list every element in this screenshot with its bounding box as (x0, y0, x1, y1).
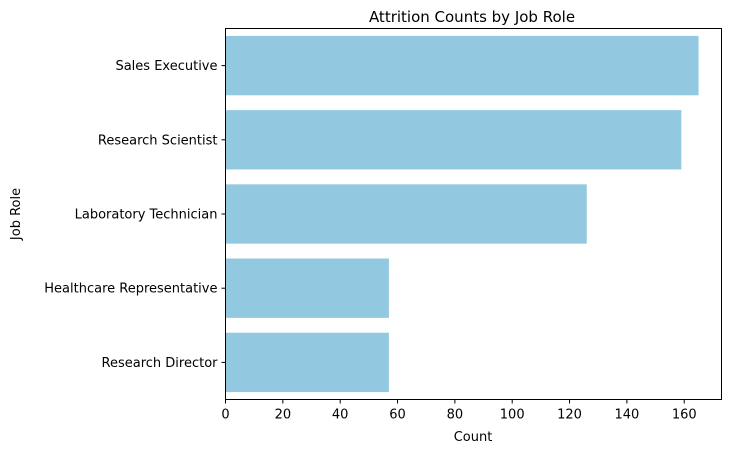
chart-title: Attrition Counts by Job Role (369, 8, 575, 26)
y-tick-label: Healthcare Representative (44, 282, 217, 297)
plot-frame (225, 28, 722, 400)
x-tick-label: 100 (500, 408, 525, 423)
bar-research-scientist (225, 110, 682, 170)
x-tick-label: 140 (614, 408, 639, 423)
x-tick-label: 40 (332, 408, 349, 423)
x-tick-label: 160 (672, 408, 697, 423)
y-tick-labels: Sales Executive Research Scientist Laborat… (44, 59, 226, 371)
bar-sales-executive (225, 35, 699, 96)
y-axis-label: Job Role (9, 188, 24, 241)
x-tick-label: 0 (221, 408, 229, 423)
bar-healthcare-representative (225, 258, 389, 318)
x-tick-label: 80 (447, 408, 464, 423)
y-tick-label: Laboratory Technician (75, 208, 218, 223)
bar-research-director (225, 332, 389, 393)
y-tick-label: Research Scientist (98, 133, 218, 148)
x-ticks: 0 20 40 60 80 100 120 140 160 (221, 399, 697, 423)
x-tick-label: 120 (557, 408, 582, 423)
x-axis-label: Count (454, 430, 493, 445)
bars-group (225, 35, 699, 393)
y-tick-label: Sales Executive (115, 59, 217, 74)
x-tick-label: 20 (275, 408, 292, 423)
y-tick-label: Research Director (102, 356, 219, 371)
x-tick-label: 60 (389, 408, 406, 423)
bar-laboratory-technician (225, 184, 587, 244)
